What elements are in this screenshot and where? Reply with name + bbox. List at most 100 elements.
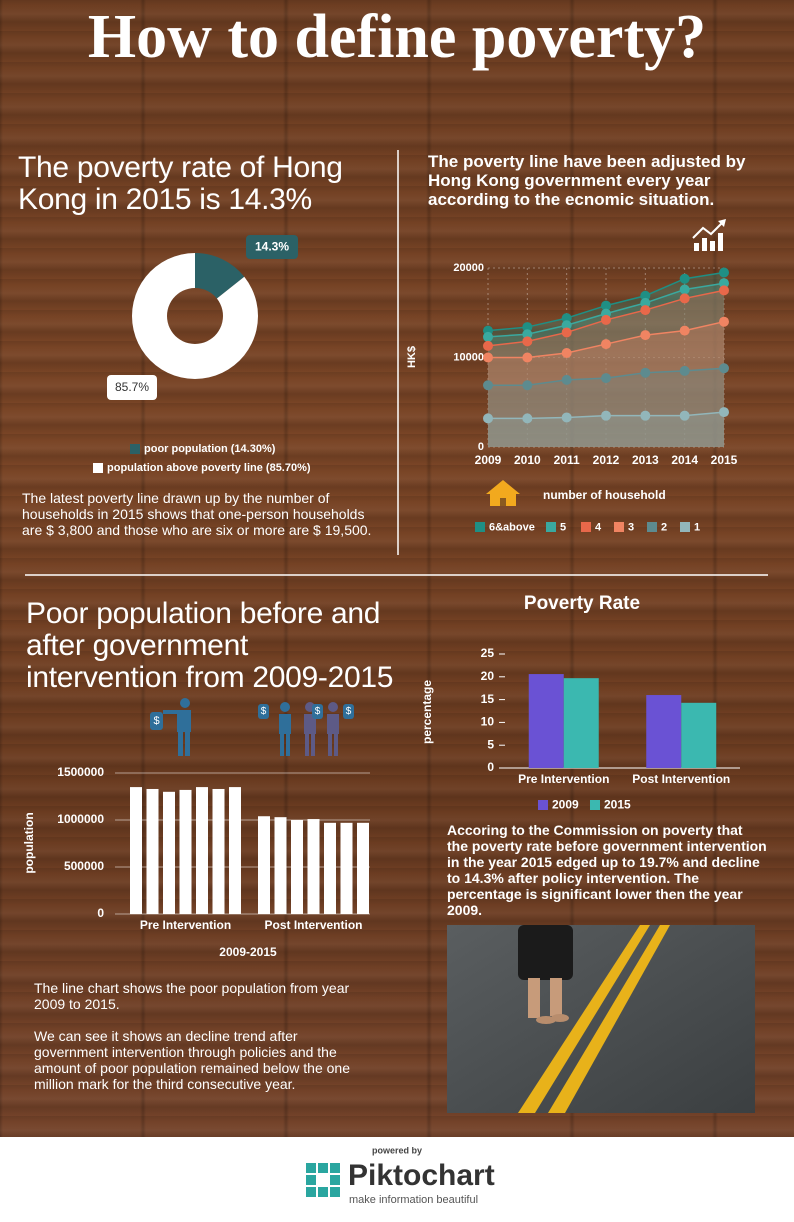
x-tick-label: 2013: [632, 453, 659, 467]
bar: [274, 817, 287, 914]
chart-title: Poverty Rate: [524, 593, 640, 614]
y-axis-label: population: [22, 812, 36, 873]
x-tick-label: 2011: [554, 453, 580, 467]
point: [483, 340, 493, 351]
legend-swatch: [93, 463, 103, 473]
point: [522, 352, 533, 363]
point: [679, 273, 690, 284]
people-icon: $ $ $ $: [150, 698, 354, 756]
y-axis-label: HK$: [406, 346, 418, 368]
legend-label: 2015: [604, 798, 631, 812]
legend-label: 3: [628, 521, 634, 533]
point: [719, 407, 729, 418]
bar: [681, 702, 717, 768]
y-tick-label: 5: [487, 737, 494, 751]
point: [483, 331, 493, 342]
svg-text:$: $: [346, 706, 352, 717]
bar: [229, 787, 241, 914]
point: [601, 300, 611, 311]
point: [719, 267, 729, 278]
point: [561, 374, 572, 385]
legend-swatch: [614, 522, 624, 532]
bar: [340, 822, 353, 914]
legend-label: population above poverty line (85.70%): [107, 462, 311, 474]
legend-label: poor population (14.30%): [144, 443, 276, 455]
legend-swatch: [647, 522, 657, 532]
charts: $ $ $ $ 14.3% 85.7% poor population (14.30…: [22, 219, 755, 1113]
bar: [291, 820, 303, 914]
donut-segment: [132, 253, 258, 379]
point: [640, 290, 651, 301]
section-heading: The poverty line have been adjusted by H…: [428, 152, 746, 209]
paragraph: We can see it shows an decline trend aft…: [34, 1028, 350, 1092]
legend-swatch: [680, 522, 690, 532]
data-label: 85.7%: [115, 380, 149, 394]
point: [522, 329, 533, 340]
point: [561, 320, 572, 331]
bar: [324, 822, 336, 914]
x-axis-label: 2009-2015: [219, 945, 277, 959]
point: [561, 327, 572, 338]
bar: [179, 789, 192, 914]
point: [719, 278, 729, 289]
legend-label: 2: [661, 521, 667, 533]
y-tick-label: 1500000: [57, 765, 104, 779]
paragraph: The line chart shows the poor population…: [34, 980, 350, 1012]
svg-text:$: $: [261, 706, 267, 717]
svg-text:$: $: [315, 706, 321, 717]
y-tick-label: 0: [487, 760, 494, 774]
legend-swatch: [590, 800, 600, 810]
road-photo: [447, 925, 755, 1113]
x-tick-label: 2012: [593, 453, 620, 467]
y-tick-label: 500000: [64, 859, 104, 873]
paragraph: Accoring to the Commission on poverty th…: [447, 822, 767, 918]
bar: [212, 788, 225, 914]
footer: powered by Piktochart make information b…: [0, 1137, 794, 1217]
section-heading: The poverty rate of Hong Kong in 2015 is…: [18, 151, 343, 216]
x-tick-label: Post Intervention: [632, 772, 730, 786]
x-tick-label: 2010: [514, 453, 541, 467]
legend-label: 6&above: [489, 521, 535, 533]
bar: [563, 678, 599, 768]
y-axis-label: percentage: [420, 680, 434, 744]
point: [679, 365, 690, 376]
point: [522, 413, 533, 424]
donut-segment: [195, 253, 245, 299]
point: [601, 410, 611, 421]
trend-icon: [692, 219, 726, 251]
legend-swatch: [581, 522, 591, 532]
x-tick-label: Pre Intervention: [518, 772, 609, 786]
point: [640, 330, 651, 341]
point: [679, 293, 690, 304]
bar: [307, 819, 320, 914]
y-tick-label: 20: [481, 669, 495, 683]
point: [561, 313, 572, 324]
point: [640, 305, 651, 316]
area: [488, 272, 724, 447]
house-icon: [486, 480, 520, 506]
bar: [196, 787, 208, 914]
y-tick-label: 15: [481, 692, 495, 706]
point: [719, 363, 729, 374]
y-tick-label: 0: [97, 906, 104, 920]
legend-swatch: [130, 444, 140, 454]
label-box: [246, 235, 298, 259]
point: [679, 284, 690, 295]
point: [561, 412, 572, 423]
x-tick-label: 2009: [475, 453, 502, 467]
point: [522, 380, 533, 391]
label-box: [107, 375, 157, 400]
legend-label: 5: [560, 521, 566, 533]
point: [679, 410, 690, 421]
y-tick-label: 10: [481, 715, 495, 729]
brand: Piktochart: [348, 1159, 495, 1192]
point: [640, 410, 651, 421]
section-heading: Poor population before and after governm…: [26, 597, 394, 694]
point: [719, 316, 729, 327]
point: [719, 285, 729, 296]
point: [561, 348, 572, 359]
point: [522, 322, 533, 333]
x-tick-label: 2014: [671, 453, 698, 467]
point: [640, 297, 651, 308]
